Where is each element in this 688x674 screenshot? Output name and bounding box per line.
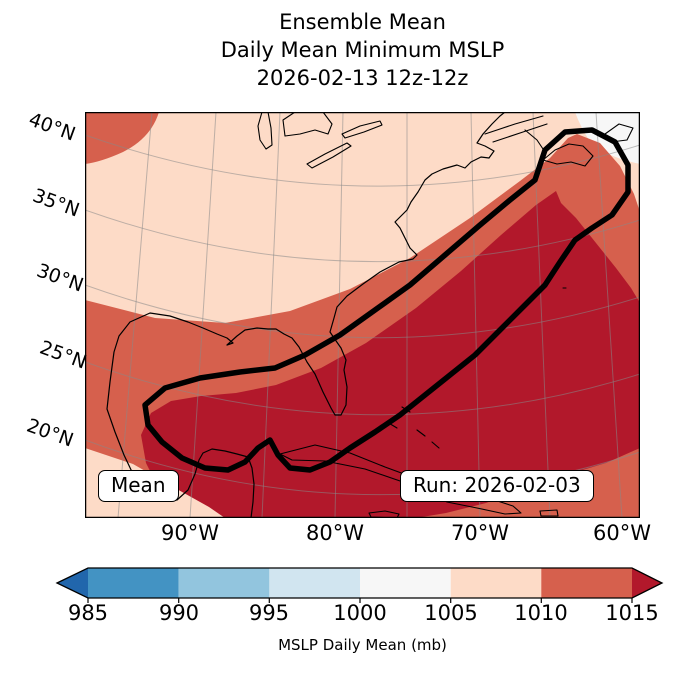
lat-tick-label: 30°N	[33, 259, 87, 297]
colorbar-under-arrow	[57, 568, 88, 598]
lon-tick-label: 70°W	[451, 521, 509, 545]
colorbar-tick-label: 1010	[514, 601, 568, 625]
colorbar-segment	[88, 568, 179, 598]
pressure-band-1010-1015-topleft-fill	[85, 112, 159, 164]
colorbar-tick-label: 995	[248, 601, 290, 625]
lon-tick-label: 90°W	[161, 521, 219, 545]
ensemble-mean-contour	[142, 127, 631, 473]
mean-badge: Mean	[98, 470, 179, 502]
run-badge: Run: 2026-02-03	[400, 470, 594, 502]
colorbar-segment	[178, 568, 270, 598]
colorbar-tick-marks	[87, 598, 633, 603]
colorbar-tick-label: 985	[67, 601, 109, 625]
lat-tick-label: 35°N	[29, 184, 83, 222]
graticule-parallels	[85, 134, 640, 496]
colorbar-segment	[450, 568, 542, 598]
colorbar-title: MSLP Daily Mean (mb)	[278, 636, 447, 654]
page-title-line3: 2026-02-13 12z-12z	[256, 66, 469, 90]
lat-tick-label: 40°N	[25, 108, 79, 146]
colorbar	[55, 567, 664, 603]
graticule-meridians	[117, 112, 623, 518]
page-title-line2: Daily Mean Minimum MSLP	[220, 38, 505, 62]
colorbar-segment	[541, 568, 632, 598]
lat-tick-label: 25°N	[36, 336, 90, 374]
lon-tick-label: 80°W	[306, 521, 364, 545]
lat-tick-label: 20°N	[23, 414, 77, 452]
colorbar-segment	[360, 568, 451, 598]
map-canvas	[85, 112, 640, 518]
colorbar-tick-label: 1000	[333, 601, 387, 625]
colorbar-tick-label: 1015	[605, 601, 659, 625]
colorbar-segment	[269, 568, 360, 598]
colorbar-tick-label: 990	[158, 601, 200, 625]
lon-tick-label: 60°W	[593, 521, 651, 545]
colorbar-over-arrow	[632, 568, 662, 598]
colorbar-tick-label: 1005	[424, 601, 478, 625]
page-title-line1: Ensemble Mean	[279, 10, 446, 34]
great-lakes	[257, 112, 383, 169]
map-frame	[85, 112, 640, 518]
